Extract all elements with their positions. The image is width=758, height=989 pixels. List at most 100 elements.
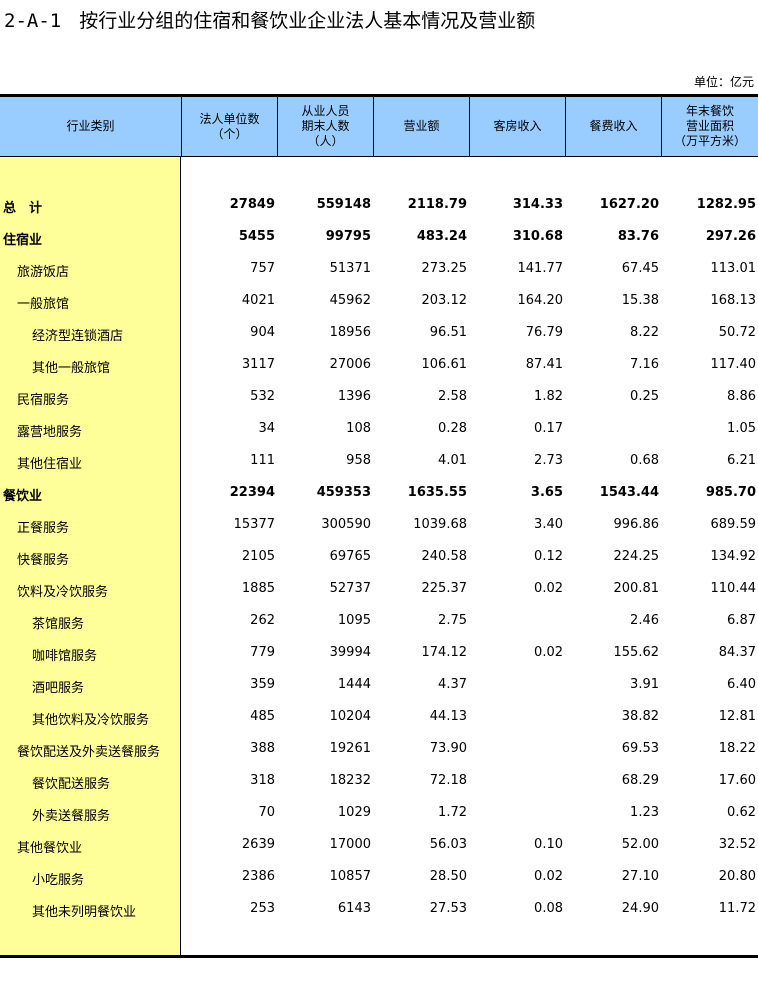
cell-value: 70 [258, 805, 275, 820]
row-category: 总 计 [3, 201, 43, 216]
cell-value: 141.77 [517, 261, 564, 276]
cell-value: 559148 [316, 197, 371, 212]
cell-value: 69765 [329, 549, 371, 564]
top-rule [0, 94, 758, 97]
unit-label: 单位：亿元 [693, 75, 754, 89]
cell-value: 27.53 [429, 901, 467, 916]
cell-value: 27.10 [621, 869, 659, 884]
cell-value: 0.02 [534, 581, 563, 596]
row-category: 民宿服务 [17, 393, 70, 408]
cell-value: 2.58 [438, 389, 467, 404]
table-row: 其他未列明餐饮业 253 6143 27.53 0.08 24.90 11.72 [0, 893, 758, 925]
cell-value: 0.25 [630, 389, 659, 404]
cell-value: 8.86 [727, 389, 756, 404]
cell-value: 45962 [329, 293, 371, 308]
row-category: 露营地服务 [17, 425, 83, 440]
cell-value: 4.37 [438, 677, 467, 692]
table-row: 民宿服务 532 1396 2.58 1.82 0.25 8.86 [0, 381, 758, 413]
column-header: 从业人员 期末人数 （人） [277, 97, 373, 156]
cell-value: 1635.55 [407, 485, 467, 500]
cell-value: 2386 [241, 869, 275, 884]
table-row: 一般旅馆 4021 45962 203.12 164.20 15.38 168.13 [0, 285, 758, 317]
cell-value: 240.58 [421, 549, 468, 564]
row-category: 餐饮配送及外卖送餐服务 [17, 745, 161, 760]
table-row: 总 计 27849 559148 2118.79 314.33 1627.20 1282.9… [0, 189, 758, 221]
column-header: 法人单位数 （个） [181, 97, 277, 156]
column-header: 行业类别 [66, 119, 115, 133]
category-column-bg [0, 157, 181, 956]
cell-value: 83.76 [617, 229, 659, 244]
column-header: 餐费收入 [565, 97, 661, 156]
cell-value: 51371 [329, 261, 371, 276]
cell-value: 1.82 [534, 389, 563, 404]
cell-value: 958 [346, 453, 371, 468]
table-row: 饮料及冷饮服务 1885 52737 225.37 0.02 200.81 110.44 [0, 573, 758, 605]
row-category: 餐饮配送服务 [32, 777, 111, 792]
table-row: 小吃服务 2386 10857 28.50 0.02 27.10 20.80 [0, 861, 758, 893]
cell-value: 1627.20 [599, 197, 659, 212]
cell-value: 44.13 [429, 709, 467, 724]
cell-value: 19261 [329, 741, 371, 756]
cell-value: 273.25 [421, 261, 468, 276]
table-header: 行业类别 法人单位数 （个） 从业人员 期末人数 （人） 营业额 客房收入 餐费收入 年末餐饮 营业… [0, 97, 758, 157]
cell-value: 904 [250, 325, 275, 340]
cell-value: 50.72 [718, 325, 756, 340]
cell-value: 0.02 [534, 869, 563, 884]
cell-value: 0.68 [630, 453, 659, 468]
cell-value: 168.13 [710, 293, 757, 308]
cell-value: 0.17 [534, 421, 563, 436]
cell-value: 28.50 [429, 869, 467, 884]
cell-value: 11.72 [718, 901, 756, 916]
cell-value: 1.23 [630, 805, 659, 820]
cell-value: 56.03 [429, 837, 467, 852]
cell-value: 203.12 [421, 293, 468, 308]
cell-value: 27849 [229, 197, 275, 212]
cell-value: 0.28 [438, 421, 467, 436]
cell-value: 985.70 [705, 485, 756, 500]
cell-value: 314.33 [512, 197, 563, 212]
cell-value: 3.65 [530, 485, 563, 500]
row-category: 小吃服务 [32, 873, 85, 888]
column-header: 客房收入 [469, 97, 565, 156]
row-category: 其他饮料及冷饮服务 [32, 713, 150, 728]
cell-value: 0.62 [727, 805, 756, 820]
cell-value: 297.26 [705, 229, 756, 244]
cell-value: 779 [250, 645, 275, 660]
cell-value: 113.01 [710, 261, 757, 276]
cell-value: 1039.68 [413, 517, 467, 532]
row-category: 其他一般旅馆 [32, 361, 111, 376]
cell-value: 262 [250, 613, 275, 628]
cell-value: 1029 [337, 805, 371, 820]
row-category: 快餐服务 [17, 553, 70, 568]
row-category: 酒吧服务 [32, 681, 85, 696]
table-row: 其他住宿业 111 958 4.01 2.73 0.68 6.21 [0, 445, 758, 477]
cell-value: 38.82 [621, 709, 659, 724]
cell-value: 106.61 [421, 357, 468, 372]
cell-value: 20.80 [718, 869, 756, 884]
cell-value: 164.20 [517, 293, 564, 308]
cell-value: 224.25 [613, 549, 660, 564]
cell-value: 67.45 [621, 261, 659, 276]
cell-value: 84.37 [718, 645, 756, 660]
cell-value: 0.02 [534, 645, 563, 660]
row-category: 外卖送餐服务 [32, 809, 111, 824]
row-category: 饮料及冷饮服务 [17, 585, 109, 600]
cell-value: 388 [250, 741, 275, 756]
column-header: 营业额 [373, 97, 469, 156]
cell-value: 99795 [325, 229, 371, 244]
cell-value: 134.92 [710, 549, 757, 564]
cell-value: 1444 [337, 677, 371, 692]
cell-value: 6.40 [727, 677, 756, 692]
table-row: 露营地服务 34 108 0.28 0.17 1.05 [0, 413, 758, 445]
cell-value: 17.60 [718, 773, 756, 788]
cell-value: 174.12 [421, 645, 468, 660]
cell-value: 6143 [337, 901, 371, 916]
cell-value: 2.46 [630, 613, 659, 628]
table-row: 快餐服务 2105 69765 240.58 0.12 224.25 134.92 [0, 541, 758, 573]
cell-value: 253 [250, 901, 275, 916]
table-row: 餐饮业 22394 459353 1635.55 3.65 1543.44 985.70 [0, 477, 758, 509]
row-category: 茶馆服务 [32, 617, 85, 632]
cell-value: 689.59 [710, 517, 757, 532]
cell-value: 76.79 [525, 325, 563, 340]
cell-value: 1095 [337, 613, 371, 628]
